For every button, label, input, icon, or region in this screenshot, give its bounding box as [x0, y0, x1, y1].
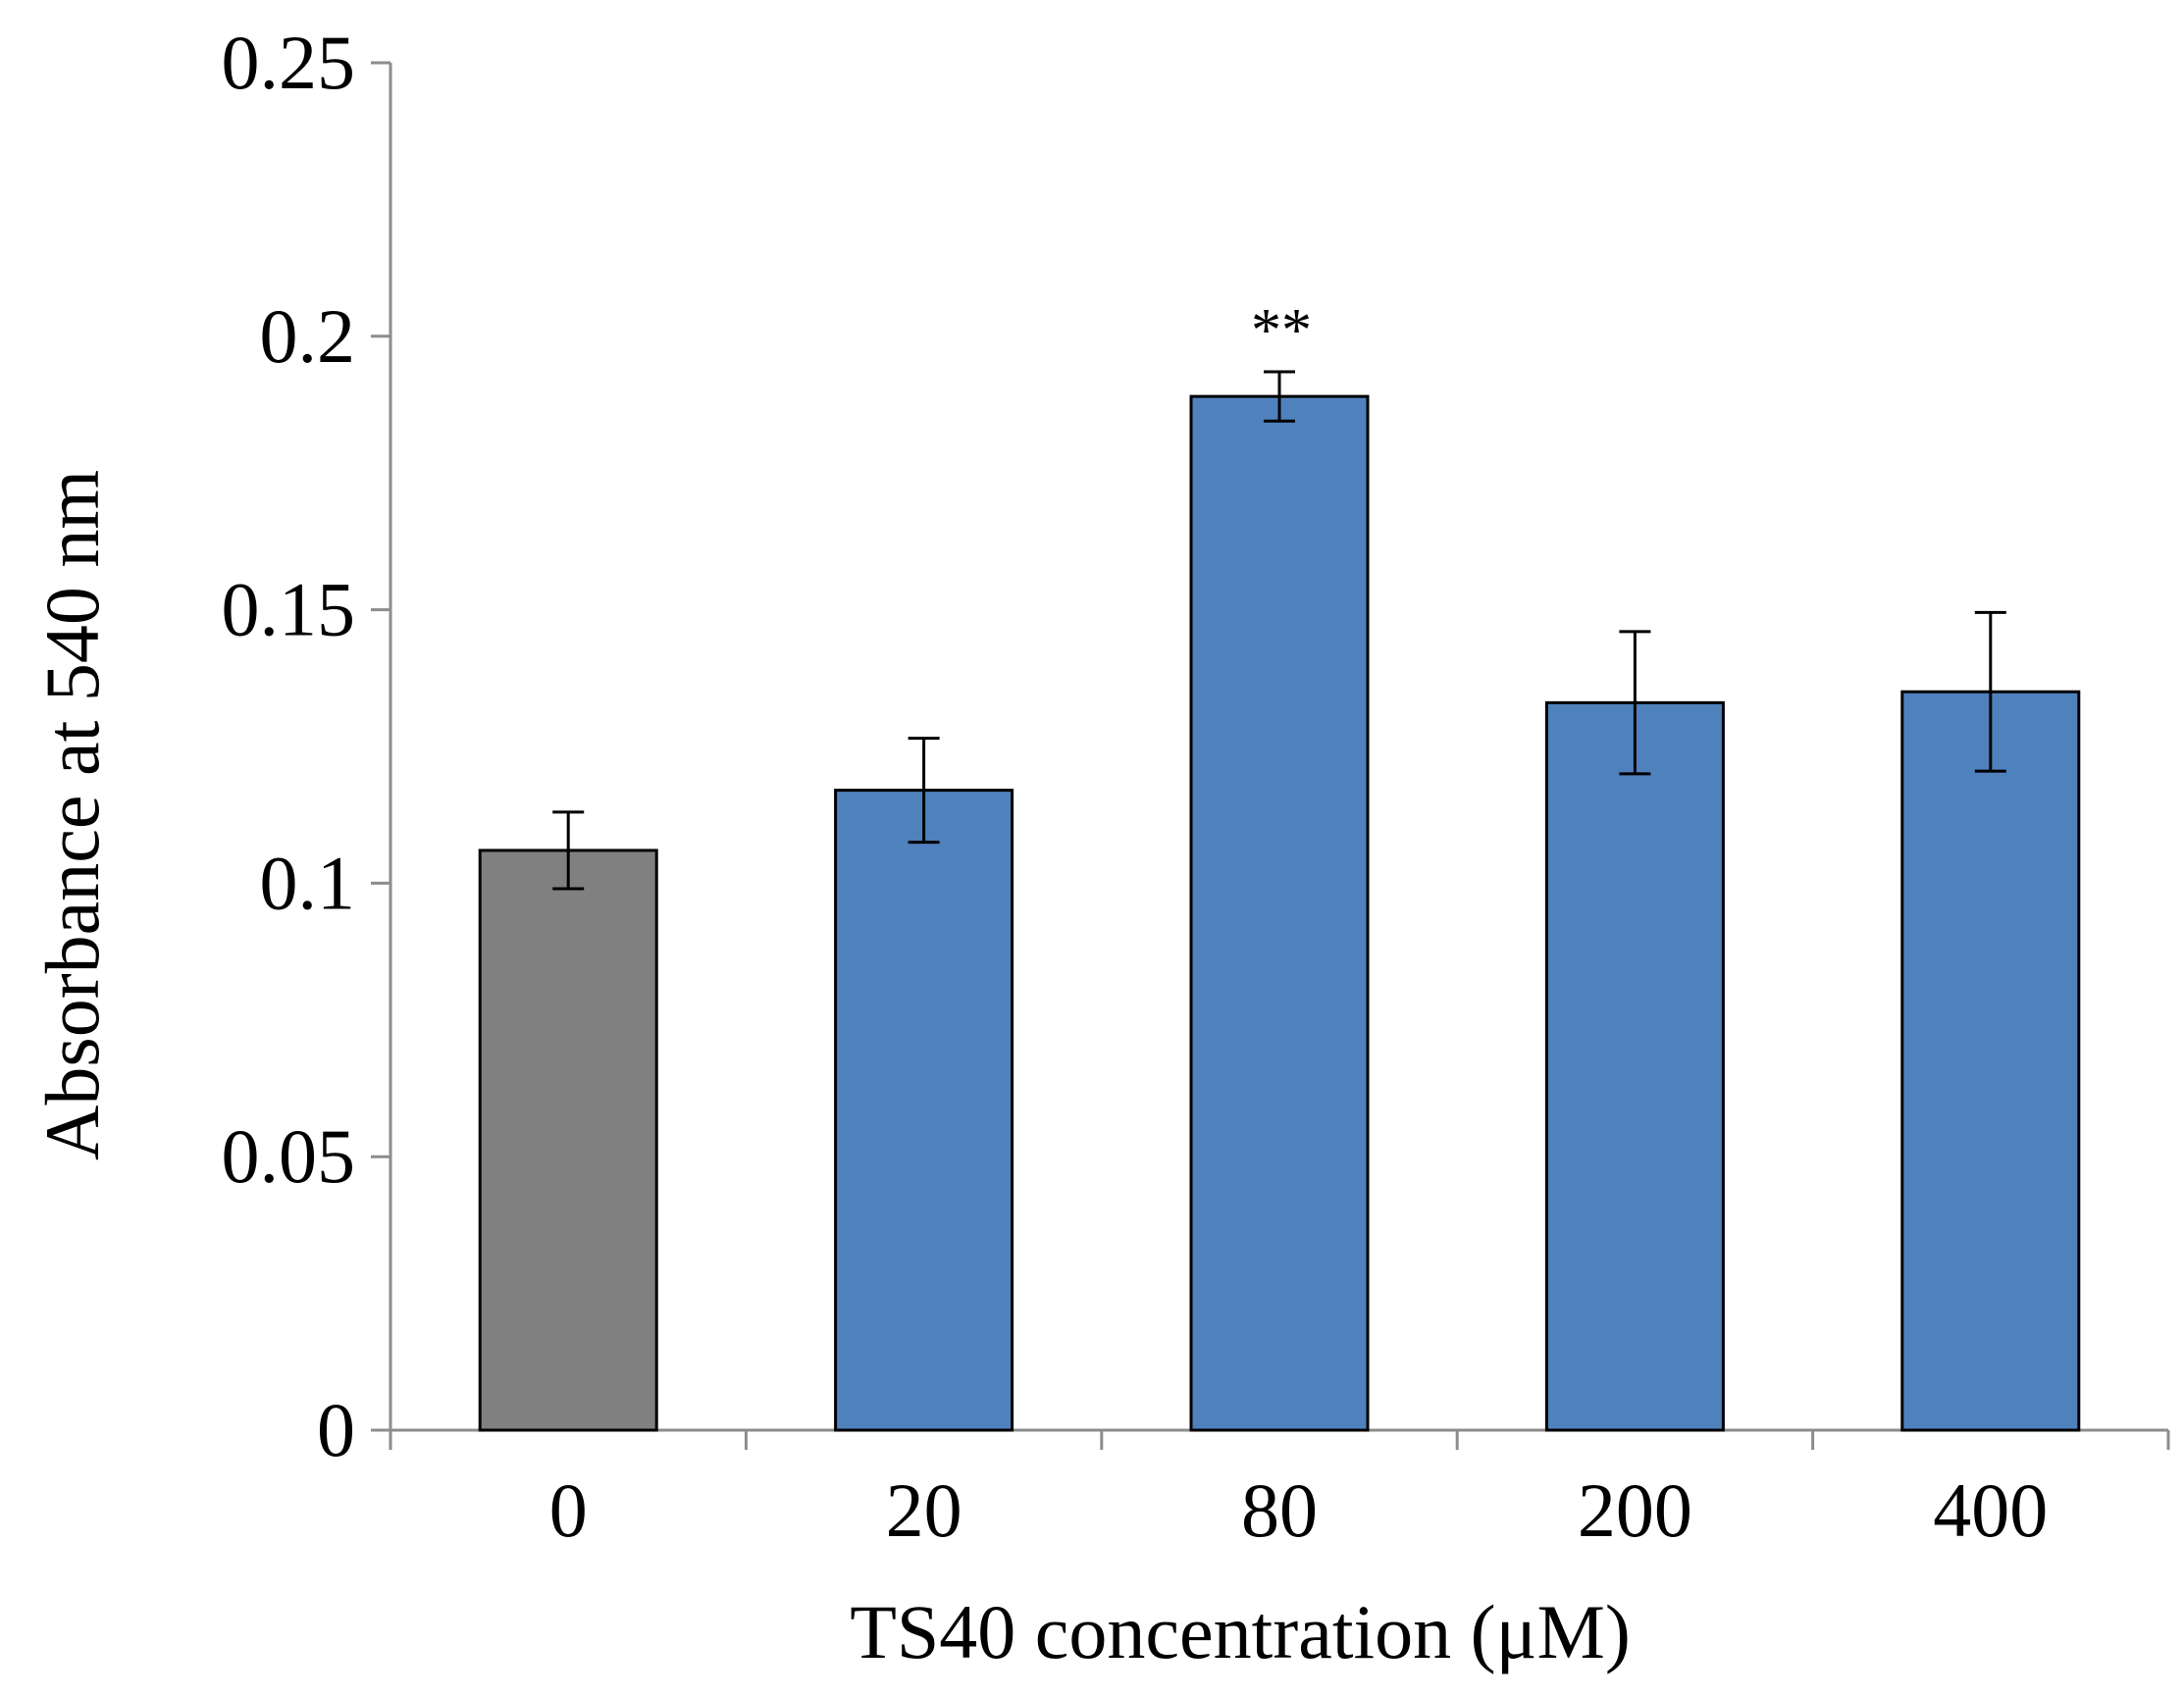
bar-0 [478, 848, 658, 1432]
x-axis-title: TS40 concentration (μM) [850, 1589, 1631, 1674]
x-tick-label: 20 [886, 1467, 962, 1553]
y-tick-label: 0 [317, 1387, 355, 1472]
y-tick-label: 0.1 [260, 840, 356, 925]
labels: 0 0.05 0.1 0.15 0.2 0.25 0 20 80 200 400 ** TS40 con… [29, 20, 2048, 1674]
bars [478, 394, 2081, 1432]
y-tick-label: 0.15 [222, 567, 356, 652]
error-bars [552, 370, 2006, 891]
bar-200 [1544, 700, 1725, 1432]
axes [371, 61, 2170, 1450]
significance-annotation: ** [1251, 297, 1312, 364]
bar-80 [1189, 394, 1370, 1432]
y-axis-title: Absorbance at 540 nm [29, 470, 115, 1160]
y-tick-label: 0.2 [260, 293, 356, 379]
y-tick-label: 0.05 [222, 1113, 356, 1199]
y-tick-label: 0.25 [222, 20, 356, 105]
x-tick-label: 80 [1241, 1467, 1318, 1553]
bar-20 [834, 789, 1014, 1432]
x-tick-label: 400 [1933, 1467, 2048, 1553]
x-tick-label: 0 [549, 1467, 588, 1553]
x-tick-label: 200 [1578, 1467, 1692, 1553]
bar-400 [1900, 690, 2081, 1432]
